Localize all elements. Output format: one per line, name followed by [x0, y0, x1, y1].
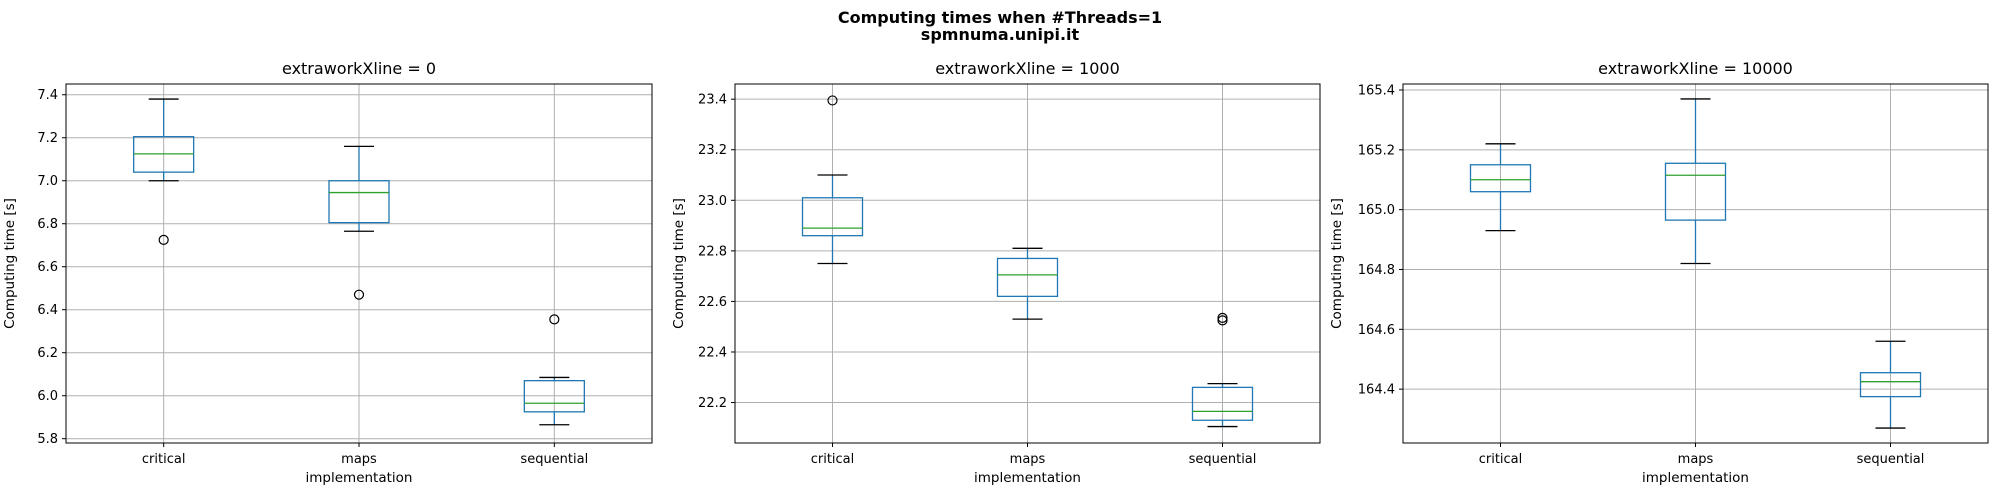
y-tick-label: 164.4	[1358, 383, 1395, 398]
x-tick-label: critical	[1479, 452, 1523, 467]
y-tick-label: 22.2	[698, 396, 727, 411]
y-tick-label: 6.6	[37, 260, 58, 275]
y-tick-label: 6.8	[37, 217, 58, 232]
outlier-point	[158, 234, 169, 245]
y-tick-label: 6.0	[37, 389, 58, 404]
y-tick-label: 23.0	[698, 194, 727, 209]
iqr-box	[801, 197, 864, 237]
box-critical	[1469, 143, 1532, 232]
y-tick-label: 22.6	[698, 295, 727, 310]
outlier-point	[549, 314, 560, 325]
y-axis-label: Computing time [s]	[1329, 198, 1345, 329]
outlier-point	[1217, 312, 1228, 323]
x-tick-label: critical	[142, 452, 186, 467]
iqr-box	[1859, 372, 1922, 398]
box-critical	[801, 95, 864, 265]
y-tick-label: 7.4	[37, 88, 58, 103]
outlier-point	[1217, 315, 1228, 326]
box-sequential	[1191, 312, 1254, 428]
box-sequential	[1859, 340, 1922, 429]
figure-title: Computing times when #Threads=1	[838, 8, 1162, 27]
panel-2: 22.2 22.4 22.6 22.8 23.0 23.2 23.4 critical maps…	[671, 59, 1321, 486]
panel-1: 5.8 6.0 6.2 6.4 6.6 6.8 7.0 7.2 7.4 critical maps s…	[2, 59, 653, 486]
panel-title: extraworkXline = 1000	[935, 59, 1120, 78]
y-tick-label: 22.4	[698, 345, 727, 360]
outlier-point	[827, 95, 838, 106]
y-tick-label: 7.0	[37, 174, 58, 189]
iqr-box	[523, 380, 585, 413]
y-tick-label: 23.2	[698, 143, 727, 158]
box-maps	[328, 145, 390, 300]
iqr-box	[1191, 386, 1254, 421]
figure-subtitle: spmnuma.unipi.it	[921, 25, 1080, 44]
x-axis-label: implementation	[306, 470, 413, 486]
iqr-box	[996, 257, 1059, 298]
y-tick-label: 23.4	[698, 93, 727, 108]
panel-title: extraworkXline = 0	[282, 59, 436, 78]
panel-3: 164.4 164.6 164.8 165.0 165.2 165.4 critical ma…	[1329, 59, 1989, 486]
iqr-box	[1664, 162, 1727, 221]
box-sequential	[523, 314, 585, 426]
box-critical	[133, 98, 195, 245]
outlier-point	[353, 289, 365, 300]
y-tick-label: 7.2	[37, 131, 58, 146]
panel-title: extraworkXline = 10000	[1598, 59, 1793, 78]
x-tick-label: sequential	[1189, 452, 1257, 467]
y-axis-label: Computing time [s]	[671, 198, 687, 329]
x-tick-label: maps	[1010, 452, 1046, 467]
panels: 5.8 6.0 6.2 6.4 6.6 6.8 7.0 7.2 7.4 critical maps s…	[2, 59, 1989, 486]
x-axis-label: implementation	[1642, 470, 1749, 486]
y-tick-label: 22.8	[698, 244, 727, 259]
y-tick-label: 5.8	[37, 432, 58, 447]
x-tick-label: sequential	[1857, 452, 1925, 467]
x-tick-label: maps	[1678, 452, 1714, 467]
box-maps	[996, 247, 1059, 320]
x-tick-label: critical	[811, 452, 855, 467]
y-tick-label: 165.0	[1358, 203, 1395, 218]
y-tick-label: 165.2	[1358, 143, 1395, 158]
iqr-box	[1469, 164, 1532, 193]
x-tick-label: sequential	[520, 452, 588, 467]
y-tick-label: 6.4	[37, 303, 58, 318]
y-tick-label: 6.2	[37, 346, 58, 361]
box-maps	[1664, 98, 1727, 265]
x-tick-label: maps	[341, 452, 377, 467]
y-tick-label: 164.8	[1358, 263, 1395, 278]
y-tick-label: 165.4	[1358, 83, 1395, 98]
x-axis-label: implementation	[974, 470, 1081, 486]
y-tick-label: 164.6	[1358, 323, 1395, 338]
y-axis-label: Computing time [s]	[2, 198, 18, 329]
iqr-box	[328, 180, 390, 224]
